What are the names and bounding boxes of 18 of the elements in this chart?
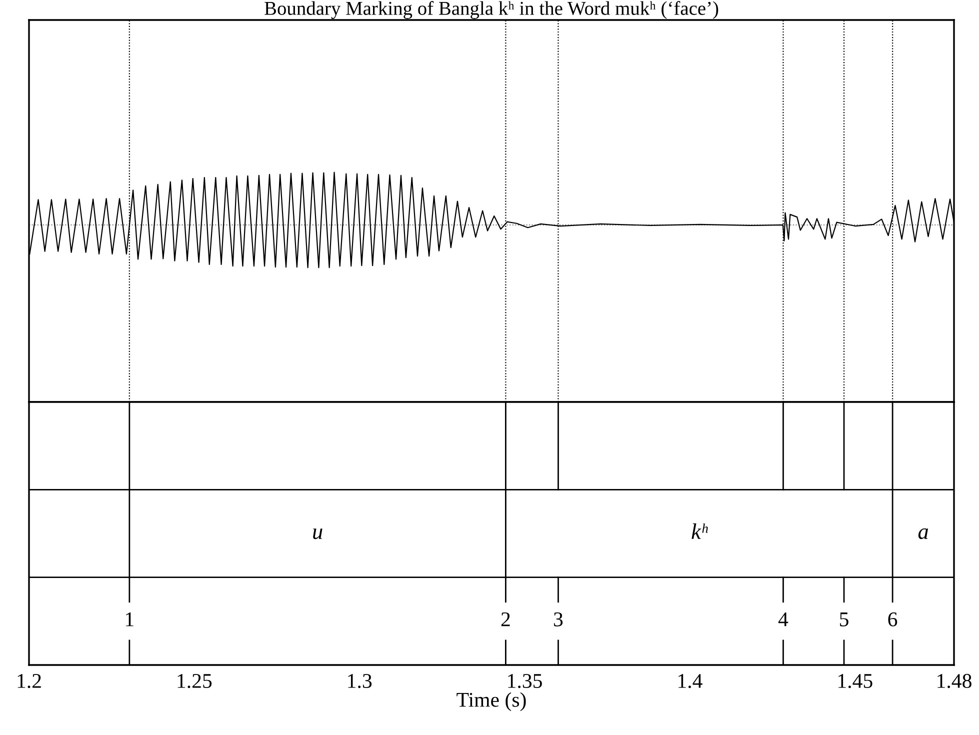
x-tick-label: 1.25 [178, 674, 212, 688]
x-axis-title: Time (s) [456, 692, 526, 712]
text: 3 [554, 612, 563, 626]
text: u [313, 528, 322, 540]
x-tick-label: 1.2 [18, 674, 41, 688]
text: kʰ [692, 523, 708, 539]
chart-title: Boundary Marking of Bangla kʰ in the Word mukʰ (‘face’) [264, 1, 718, 19]
text: 5 [840, 612, 848, 626]
text: a [918, 528, 928, 540]
x-tick-label: 1.3 [348, 674, 372, 688]
x-tick-label: 1.45 [838, 674, 872, 688]
x-tick-label: 1.48 [938, 674, 972, 688]
x-tick-label: 1.4 [678, 674, 702, 688]
text: 4 [778, 612, 788, 626]
text: 6 [888, 612, 898, 626]
text: 1 [126, 612, 134, 626]
x-tick-label: 1.35 [508, 674, 542, 688]
text: 2 [501, 612, 510, 626]
